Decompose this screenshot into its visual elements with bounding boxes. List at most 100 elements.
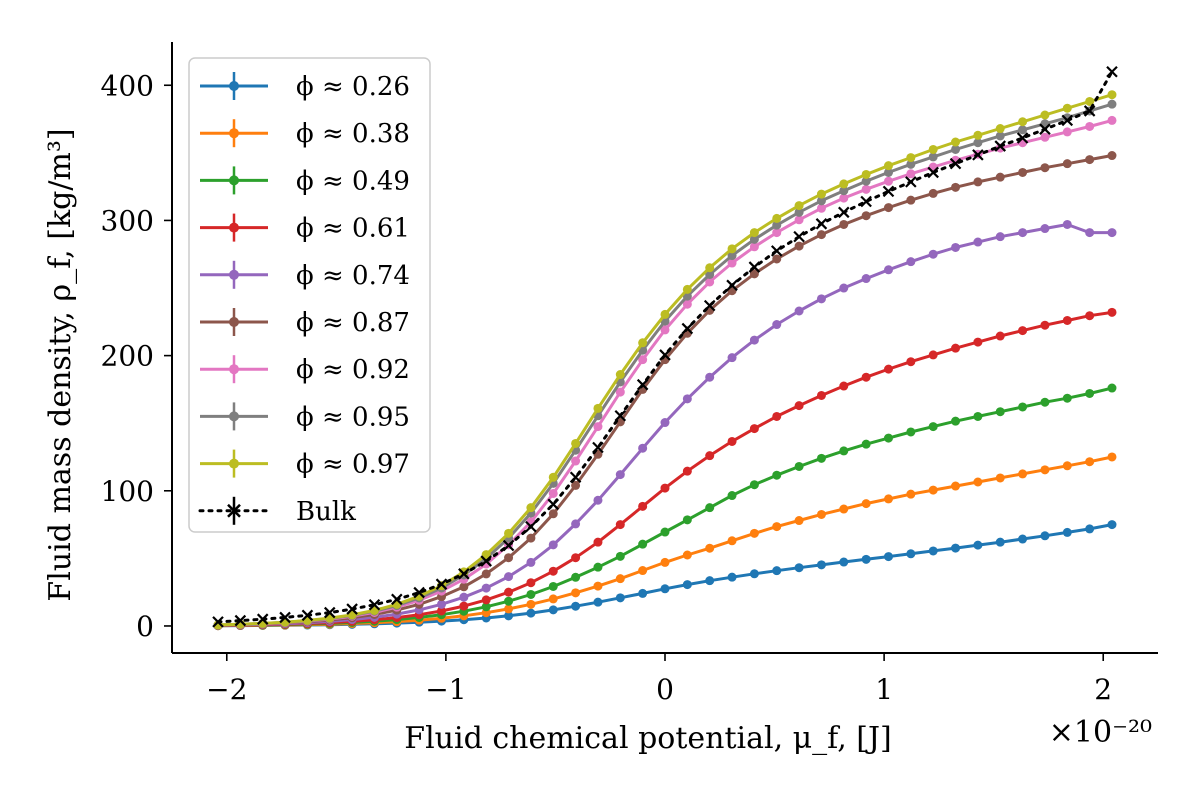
series-9 <box>212 65 1118 628</box>
data-point <box>1018 534 1028 544</box>
data-point <box>703 299 716 312</box>
y-ticks: 0 100 200 300 400 <box>101 69 172 643</box>
data-point <box>1062 103 1072 113</box>
data-point <box>815 218 828 230</box>
legend-label: ϕ ≈ 0.92 <box>296 355 410 385</box>
data-point <box>951 137 961 147</box>
y-tick-label: 400 <box>101 69 154 102</box>
legend-item: ϕ ≈ 0.61 <box>200 213 410 244</box>
legend-label: ϕ ≈ 0.74 <box>296 261 410 291</box>
data-point <box>951 242 961 252</box>
data-point <box>839 186 849 196</box>
data-point <box>547 498 560 511</box>
data-point <box>615 387 625 397</box>
data-point <box>705 277 715 287</box>
data-point <box>1062 461 1072 471</box>
data-point <box>995 331 1005 341</box>
data-point <box>526 589 536 599</box>
data-point <box>301 609 314 622</box>
data-point <box>1061 114 1074 127</box>
legend-marker <box>229 175 239 186</box>
data-point <box>1107 383 1117 393</box>
data-point <box>504 553 514 563</box>
data-point <box>1040 531 1050 541</box>
data-point <box>593 495 603 505</box>
data-point <box>928 249 938 259</box>
data-point <box>1062 159 1072 169</box>
data-point <box>727 353 737 363</box>
legend-marker <box>229 458 239 469</box>
data-point <box>1085 121 1095 131</box>
data-point <box>1018 228 1028 238</box>
data-point <box>593 537 603 547</box>
data-point <box>772 320 782 330</box>
data-point <box>749 335 759 345</box>
data-point <box>548 472 558 482</box>
data-point <box>906 489 916 499</box>
data-point <box>660 584 670 594</box>
data-point <box>883 364 893 374</box>
data-point <box>927 166 939 179</box>
series-8 <box>213 90 1117 630</box>
data-point <box>593 581 603 591</box>
data-point <box>504 604 514 614</box>
data-point <box>1062 219 1072 229</box>
data-point <box>705 576 715 586</box>
data-point <box>682 550 692 560</box>
data-point <box>437 599 447 609</box>
data-point <box>928 152 938 162</box>
data-point <box>883 265 893 275</box>
data-point <box>548 509 558 519</box>
data-point <box>861 372 871 382</box>
data-point <box>951 481 961 491</box>
data-point <box>727 491 737 501</box>
data-point <box>682 284 692 294</box>
data-point <box>413 586 425 599</box>
data-point <box>592 441 604 454</box>
legend-item: ϕ ≈ 0.26 <box>200 72 410 102</box>
data-point <box>973 138 983 148</box>
legend-item: ϕ ≈ 0.49 <box>200 166 410 196</box>
legend-marker <box>229 81 239 91</box>
data-point <box>1106 65 1118 78</box>
legend-label: Bulk <box>296 497 356 527</box>
data-point <box>615 470 625 480</box>
data-point <box>212 616 224 628</box>
data-point <box>548 488 558 498</box>
data-point <box>839 557 849 567</box>
data-point <box>772 522 782 532</box>
data-point <box>1107 228 1117 238</box>
data-point <box>502 539 515 552</box>
data-point <box>839 283 849 293</box>
data-point <box>1018 117 1028 127</box>
data-point <box>1085 228 1095 238</box>
data-point <box>995 537 1005 547</box>
data-point <box>861 554 871 564</box>
data-point <box>481 602 491 612</box>
legend-marker <box>229 317 239 327</box>
data-point <box>839 381 849 391</box>
legend: ϕ ≈ 0.26 ϕ ≈ 0.38 ϕ ≈ 0.49 ϕ ≈ 0.61 ϕ ≈ 0.74… <box>188 57 431 533</box>
x-axis-label: Fluid chemical potential, μ_f, [J] <box>404 721 891 756</box>
data-point <box>1062 127 1072 137</box>
data-point <box>928 546 938 556</box>
data-point <box>526 557 536 567</box>
data-point <box>949 157 962 170</box>
data-point <box>1083 105 1096 117</box>
legend-item: ϕ ≈ 0.74 <box>200 260 410 291</box>
data-point <box>973 177 983 187</box>
legend-label: ϕ ≈ 0.95 <box>296 402 410 432</box>
data-point <box>548 581 558 591</box>
data-point <box>816 203 826 213</box>
legend-box <box>188 57 431 533</box>
data-point <box>458 568 470 580</box>
data-point <box>636 378 649 391</box>
data-point <box>705 372 715 382</box>
data-point <box>638 501 648 511</box>
data-point <box>772 213 782 223</box>
data-point <box>504 528 514 538</box>
data-point <box>883 433 893 443</box>
data-point <box>861 439 871 449</box>
data-point <box>928 188 938 198</box>
